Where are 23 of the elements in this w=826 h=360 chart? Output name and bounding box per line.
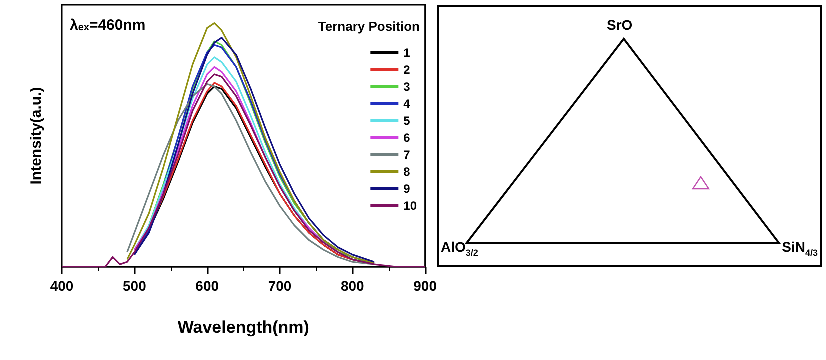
legend-label: 8 bbox=[404, 165, 411, 179]
legend-label: 9 bbox=[404, 182, 411, 196]
text: SrO bbox=[607, 17, 633, 33]
legend-label: 3 bbox=[404, 80, 411, 94]
x-tick-label: 400 bbox=[50, 278, 74, 294]
x-tick-label: 600 bbox=[196, 278, 220, 294]
legend-label: 4 bbox=[404, 97, 411, 111]
legend-label: 1 bbox=[404, 46, 411, 60]
y-axis-title: Intensity(a.u.) bbox=[28, 87, 45, 185]
x-tick-label: 500 bbox=[122, 278, 147, 294]
legend-label: 6 bbox=[404, 131, 411, 145]
annotation: λex=460nm bbox=[70, 17, 146, 34]
legend-label: 2 bbox=[404, 63, 411, 77]
legend-label: 5 bbox=[404, 114, 411, 128]
x-tick-label: 900 bbox=[414, 278, 438, 294]
x-tick-label: 800 bbox=[340, 278, 365, 294]
legend-label: 7 bbox=[404, 148, 411, 162]
legend-title: Ternary Position bbox=[318, 19, 420, 34]
text: SiN$_{4/3}$ bbox=[782, 239, 818, 258]
text: AlO$_{3/2}$ bbox=[441, 239, 478, 258]
legend-label: 10 bbox=[404, 199, 418, 213]
x-axis-title: Wavelength(nm) bbox=[178, 318, 310, 337]
x-tick-label: 700 bbox=[268, 278, 292, 294]
